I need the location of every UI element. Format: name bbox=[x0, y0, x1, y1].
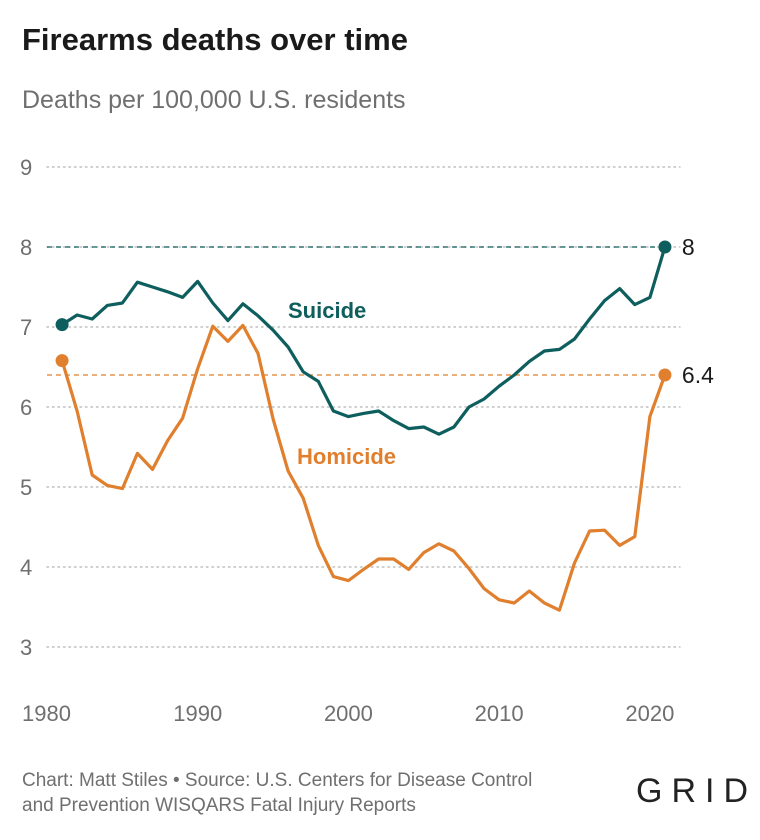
y-tick-label-5: 5 bbox=[20, 475, 32, 500]
homicide-end-value-label: 6.4 bbox=[682, 362, 714, 388]
y-axis-ticks: 3 4 5 6 7 8 9 bbox=[20, 155, 32, 660]
chart-subtitle: Deaths per 100,000 U.S. residents bbox=[22, 86, 406, 114]
suicide-start-point bbox=[55, 318, 69, 332]
y-tick-label-6: 6 bbox=[20, 395, 32, 420]
series-lines bbox=[55, 240, 672, 612]
suicide-end-value-label: 8 bbox=[682, 234, 695, 260]
homicide-end-point bbox=[658, 368, 672, 382]
y-tick-label-4: 4 bbox=[20, 555, 32, 580]
line-chart: 3 4 5 6 7 8 9 1980 1990 2000 2010 2020 8 6.4 Suicide… bbox=[20, 155, 714, 726]
homicide-series-label: Homicide bbox=[297, 444, 396, 469]
x-tick-label-1980: 1980 bbox=[22, 701, 71, 726]
x-tick-label-1990: 1990 bbox=[173, 701, 222, 726]
y-tick-label-9: 9 bbox=[20, 155, 32, 180]
x-tick-label-2000: 2000 bbox=[324, 701, 373, 726]
y-tick-label-3: 3 bbox=[20, 635, 32, 660]
gridlines bbox=[46, 166, 681, 648]
chart-title: Firearms deaths over time bbox=[22, 22, 408, 57]
homicide-line bbox=[60, 323, 667, 612]
suicide-line bbox=[60, 245, 667, 436]
suicide-series-label: Suicide bbox=[288, 298, 366, 323]
x-tick-label-2020: 2020 bbox=[625, 701, 674, 726]
homicide-start-point bbox=[55, 354, 69, 368]
source-note: Chart: Matt Stiles • Source: U.S. Center… bbox=[22, 768, 622, 818]
x-axis-ticks: 1980 1990 2000 2010 2020 bbox=[22, 701, 674, 726]
suicide-end-point bbox=[658, 240, 672, 254]
x-tick-label-2010: 2010 bbox=[475, 701, 524, 726]
y-tick-label-7: 7 bbox=[20, 315, 32, 340]
series-labels: 8 6.4 Suicide Homicide bbox=[288, 234, 714, 469]
reference-lines bbox=[47, 246, 665, 376]
grid-logo: GRID bbox=[636, 772, 757, 810]
y-tick-label-8: 8 bbox=[20, 235, 32, 260]
source-line-1: Chart: Matt Stiles • Source: U.S. Center… bbox=[22, 770, 533, 791]
source-line-2: and Prevention WISQARS Fatal Injury Repo… bbox=[22, 795, 416, 816]
